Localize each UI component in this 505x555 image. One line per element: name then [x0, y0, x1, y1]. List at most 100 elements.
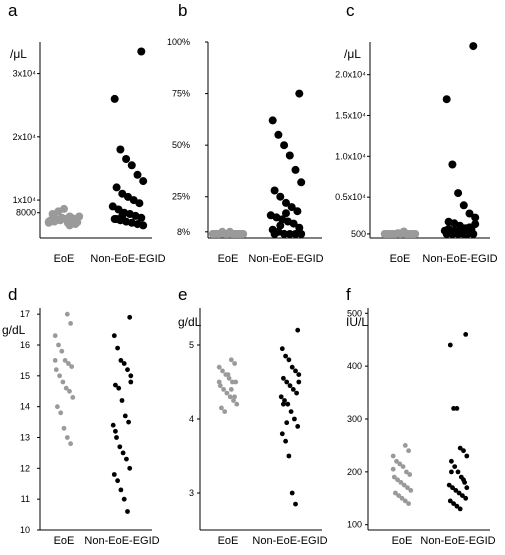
data-point: [464, 453, 470, 459]
data-point: [454, 406, 460, 411]
data-point: [442, 95, 451, 104]
unit-label: g/dL: [2, 323, 26, 337]
data-point: [122, 413, 128, 419]
y-tick-label: 400: [347, 361, 362, 371]
data-point: [469, 42, 478, 51]
unit-label: /μL: [10, 47, 27, 61]
data-point: [296, 372, 302, 377]
data-point: [63, 385, 69, 391]
data-point: [296, 379, 302, 385]
data-point: [227, 394, 233, 400]
data-point: [446, 482, 452, 488]
data-point: [127, 465, 133, 471]
data-point: [293, 368, 298, 374]
data-point: [461, 477, 466, 483]
data-point: [447, 342, 453, 348]
unit-label: /μL: [344, 47, 361, 61]
category-label: EoE: [390, 253, 411, 265]
data-point: [280, 229, 289, 238]
data-point: [401, 482, 407, 488]
data-point: [268, 116, 277, 125]
category-label: Non-EoE-EGID: [422, 253, 497, 265]
data-point: [110, 422, 116, 428]
data-point: [286, 357, 292, 363]
data-point: [216, 364, 222, 370]
y-tick-label: 15: [20, 371, 30, 381]
data-point: [407, 472, 413, 477]
data-point: [274, 130, 283, 139]
data-point: [225, 372, 231, 377]
y-tick-label: 4: [189, 414, 194, 424]
data-point: [286, 453, 292, 459]
data-point: [453, 488, 459, 493]
data-point: [391, 474, 397, 480]
y-tick-label: 3: [189, 488, 194, 498]
data-point: [128, 379, 134, 385]
y-tick-label: 8000: [16, 208, 36, 218]
data-point: [395, 477, 400, 483]
data-point: [116, 145, 125, 154]
data-point: [449, 458, 454, 464]
y-tick-label: 1.0x10⁴: [335, 151, 366, 161]
data-point: [289, 490, 295, 496]
data-point: [461, 448, 466, 454]
unit-label: g/dL: [178, 315, 202, 329]
data-point: [221, 387, 227, 392]
data-point: [471, 213, 480, 222]
data-point: [111, 472, 117, 477]
data-point: [393, 490, 398, 496]
data-point: [280, 141, 289, 150]
panel-label-e: e: [178, 285, 187, 304]
data-point: [471, 220, 480, 229]
data-point: [228, 387, 234, 392]
data-point: [295, 327, 301, 333]
data-point: [282, 198, 290, 207]
data-point: [288, 409, 294, 414]
data-point: [121, 361, 127, 366]
panel-label-b: b: [178, 1, 187, 20]
data-point: [229, 230, 238, 238]
data-point: [115, 345, 120, 351]
data-point: [281, 375, 286, 381]
data-point: [279, 346, 285, 352]
y-tick-label: 500: [351, 229, 366, 239]
data-point: [222, 409, 228, 414]
data-point: [137, 47, 146, 56]
data-point: [396, 230, 404, 238]
data-point: [295, 89, 304, 98]
data-point: [231, 398, 236, 403]
data-point: [459, 201, 468, 210]
data-point: [401, 229, 410, 238]
data-point: [390, 230, 399, 238]
data-point: [57, 373, 62, 379]
unit-label: IU/L: [346, 315, 368, 329]
data-point: [219, 405, 224, 411]
category-label: EoE: [218, 535, 239, 547]
data-point: [113, 382, 118, 388]
data-point: [402, 443, 408, 448]
data-point: [398, 480, 404, 485]
y-tick-label: 300: [347, 414, 362, 424]
category-label: Non-EoE-EGID: [248, 253, 323, 265]
data-point: [216, 379, 222, 385]
y-tick-label: 0.5x10⁴: [335, 192, 366, 202]
y-tick-label: 17: [20, 309, 30, 319]
y-tick-label: 10: [20, 525, 30, 535]
data-point: [408, 488, 414, 493]
data-point: [60, 379, 66, 385]
data-point: [118, 358, 124, 363]
data-point: [455, 469, 461, 475]
data-point: [390, 466, 396, 472]
data-point: [397, 461, 403, 467]
y-tick-label: 100%: [167, 37, 190, 47]
data-point: [404, 469, 409, 475]
data-point: [451, 406, 456, 411]
y-tick-label: 16: [20, 340, 30, 350]
data-point: [283, 353, 288, 359]
data-point: [133, 170, 142, 179]
data-point: [270, 230, 279, 238]
data-point: [399, 495, 405, 501]
data-point: [116, 385, 122, 391]
data-point: [295, 424, 301, 429]
